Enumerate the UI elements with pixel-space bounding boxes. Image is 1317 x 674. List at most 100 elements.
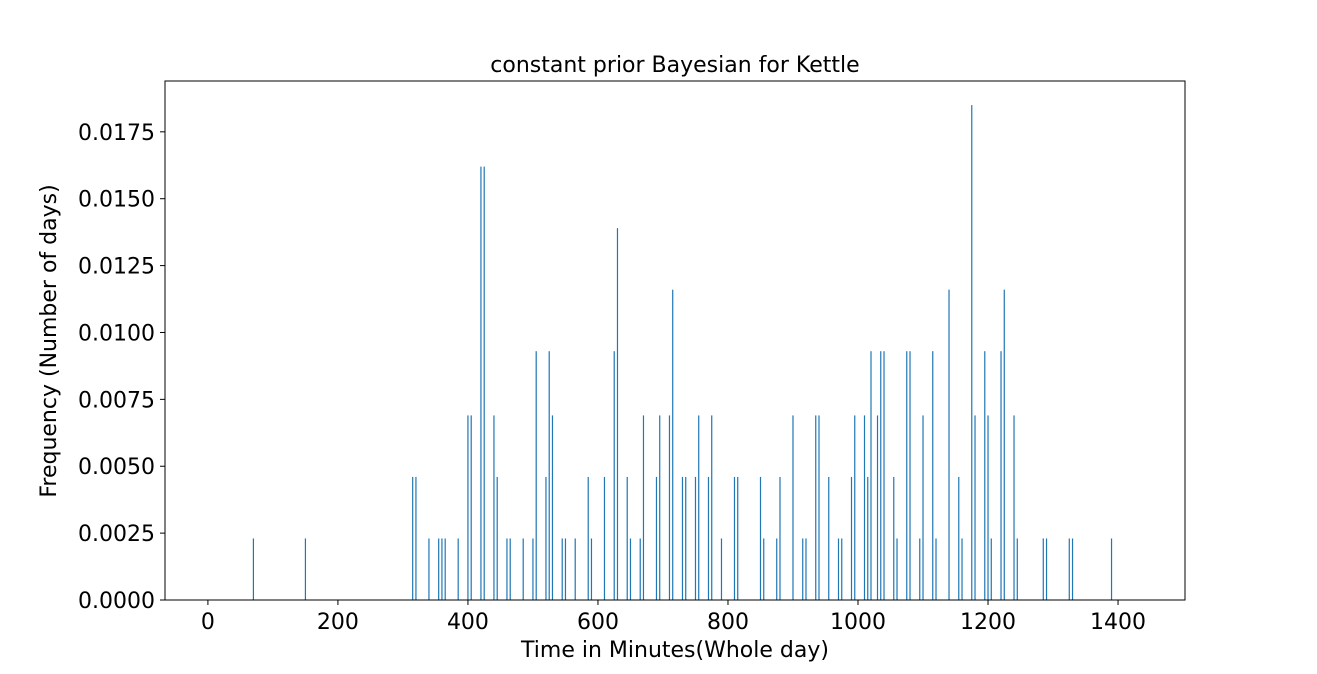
bar [815,415,817,600]
bar [506,538,508,600]
bar [551,415,554,600]
y-tick-label: 0.0125 [78,255,155,280]
bar [961,538,963,600]
bar [659,415,661,600]
bar [639,538,641,600]
bar [854,415,856,600]
x-tick-label: 400 [447,610,489,635]
bar [522,538,524,600]
bar [841,538,843,600]
bar [532,538,534,600]
x-tick-label: 1200 [960,610,1016,635]
bar [850,476,853,600]
bar [919,538,921,600]
y-tick-label: 0.0050 [78,455,155,480]
x-axis: 0 200 400 600 800 1000 1200 1400 [201,600,1146,635]
bar [438,538,440,600]
bar [681,476,684,600]
bar [776,538,778,600]
bar [480,166,482,601]
bar [616,228,619,600]
bar [561,538,563,600]
bar [935,538,937,600]
bar [990,538,992,600]
bar [707,476,710,600]
bar [893,476,895,600]
bar [971,105,973,600]
bar [428,538,430,600]
bar [672,289,674,600]
bar [564,538,567,600]
bar [483,166,485,601]
bar [603,476,606,600]
bar [711,415,713,600]
bar [733,476,736,600]
bar [870,351,872,600]
y-tick-label: 0.0100 [78,321,155,346]
y-tick-label: 0.0150 [78,188,155,213]
bar [792,415,794,600]
x-tick-label: 600 [577,610,619,635]
bar [779,476,781,600]
bar [626,476,628,600]
bar [958,476,960,600]
bar [1003,289,1005,600]
bar [759,476,762,600]
x-tick-label: 200 [317,610,359,635]
bar [987,415,989,600]
y-axis: 0.0000 0.0025 0.0050 0.0075 0.0100 0.0125 0.01… [78,121,165,614]
bar [1013,415,1015,600]
bar [698,415,700,600]
bar [509,538,511,600]
bar [535,351,537,600]
bar [574,538,576,600]
x-tick-label: 800 [707,610,749,635]
bar [412,476,414,600]
bar [805,538,807,600]
bar [837,538,840,600]
bar [1045,538,1048,600]
bar [1071,538,1074,600]
bar [906,351,908,600]
bar [493,415,495,600]
bar [984,351,986,600]
bar [467,415,469,600]
bar [802,538,804,600]
bar [737,476,739,600]
bar [828,476,830,600]
bar [1042,538,1044,600]
bar [932,351,934,600]
bar [304,538,307,600]
x-tick-label: 1000 [830,610,886,635]
bar [1110,538,1113,600]
bars-group [252,105,1113,601]
bar [587,476,589,600]
bar [655,476,658,600]
chart-title: constant prior Bayesian for Kettle [490,53,859,78]
bar [470,415,472,600]
bar [1016,538,1018,600]
bar [863,415,866,600]
bar [441,538,443,600]
bar [613,351,615,600]
bar [720,538,723,600]
x-tick-label: 1400 [1090,610,1146,635]
bar [548,351,550,600]
x-tick-label: 0 [201,610,215,635]
bar [867,476,869,600]
bar [922,415,924,600]
plot-frame [164,80,1186,601]
y-tick-label: 0.0000 [78,589,155,614]
bar [883,351,885,600]
bar [1068,538,1070,600]
bar [668,415,671,600]
y-tick-label: 0.0175 [78,121,155,146]
bar [642,415,645,600]
bar [896,538,898,600]
x-axis-title: Time in Minutes(Whole day) [520,638,829,663]
bar [818,415,820,600]
bar [629,538,632,600]
bar [444,538,446,600]
y-axis-title: Frequency (Number of days) [37,184,62,497]
